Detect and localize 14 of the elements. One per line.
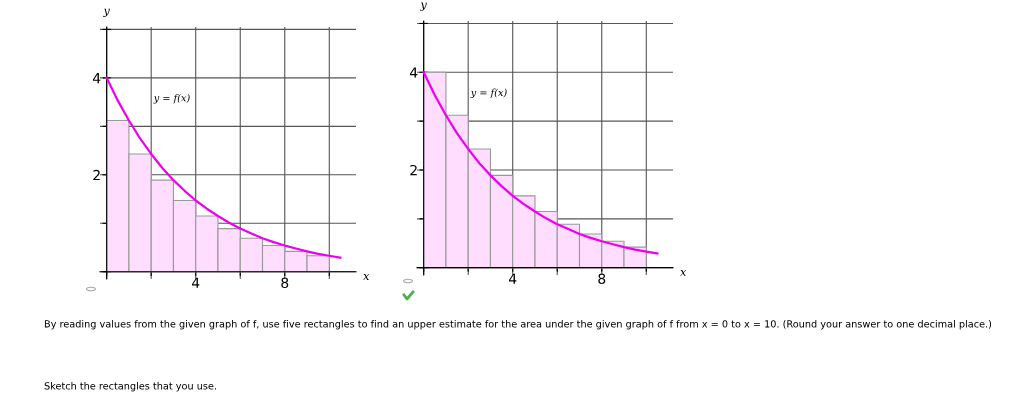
- x-tick-label: 8: [281, 277, 289, 289]
- x-tick-label: 4: [508, 273, 517, 284]
- y-tick-label: 2: [410, 164, 417, 176]
- annotation: y = f(x): [470, 88, 507, 99]
- text: Sketch the rectangles that you use.: [44, 382, 216, 392]
- x-tick-label: 4: [191, 277, 200, 288]
- y-tick-label: 2: [93, 169, 100, 181]
- y-axis-title: y: [420, 2, 427, 11]
- text: By reading values from the given graph of f, use five rectangles to find an upper estimate for the area under the given graph of f from x = 0 to x = 10. (Round your answer to one decimal place.): [44, 320, 992, 330]
- annotation: y = f(x): [153, 93, 190, 104]
- x-tick-label: 8: [598, 273, 606, 284]
- x-axis-title: x: [680, 270, 687, 276]
- y-axis-title: y: [103, 8, 110, 17]
- x-axis-title: x: [363, 274, 370, 280]
